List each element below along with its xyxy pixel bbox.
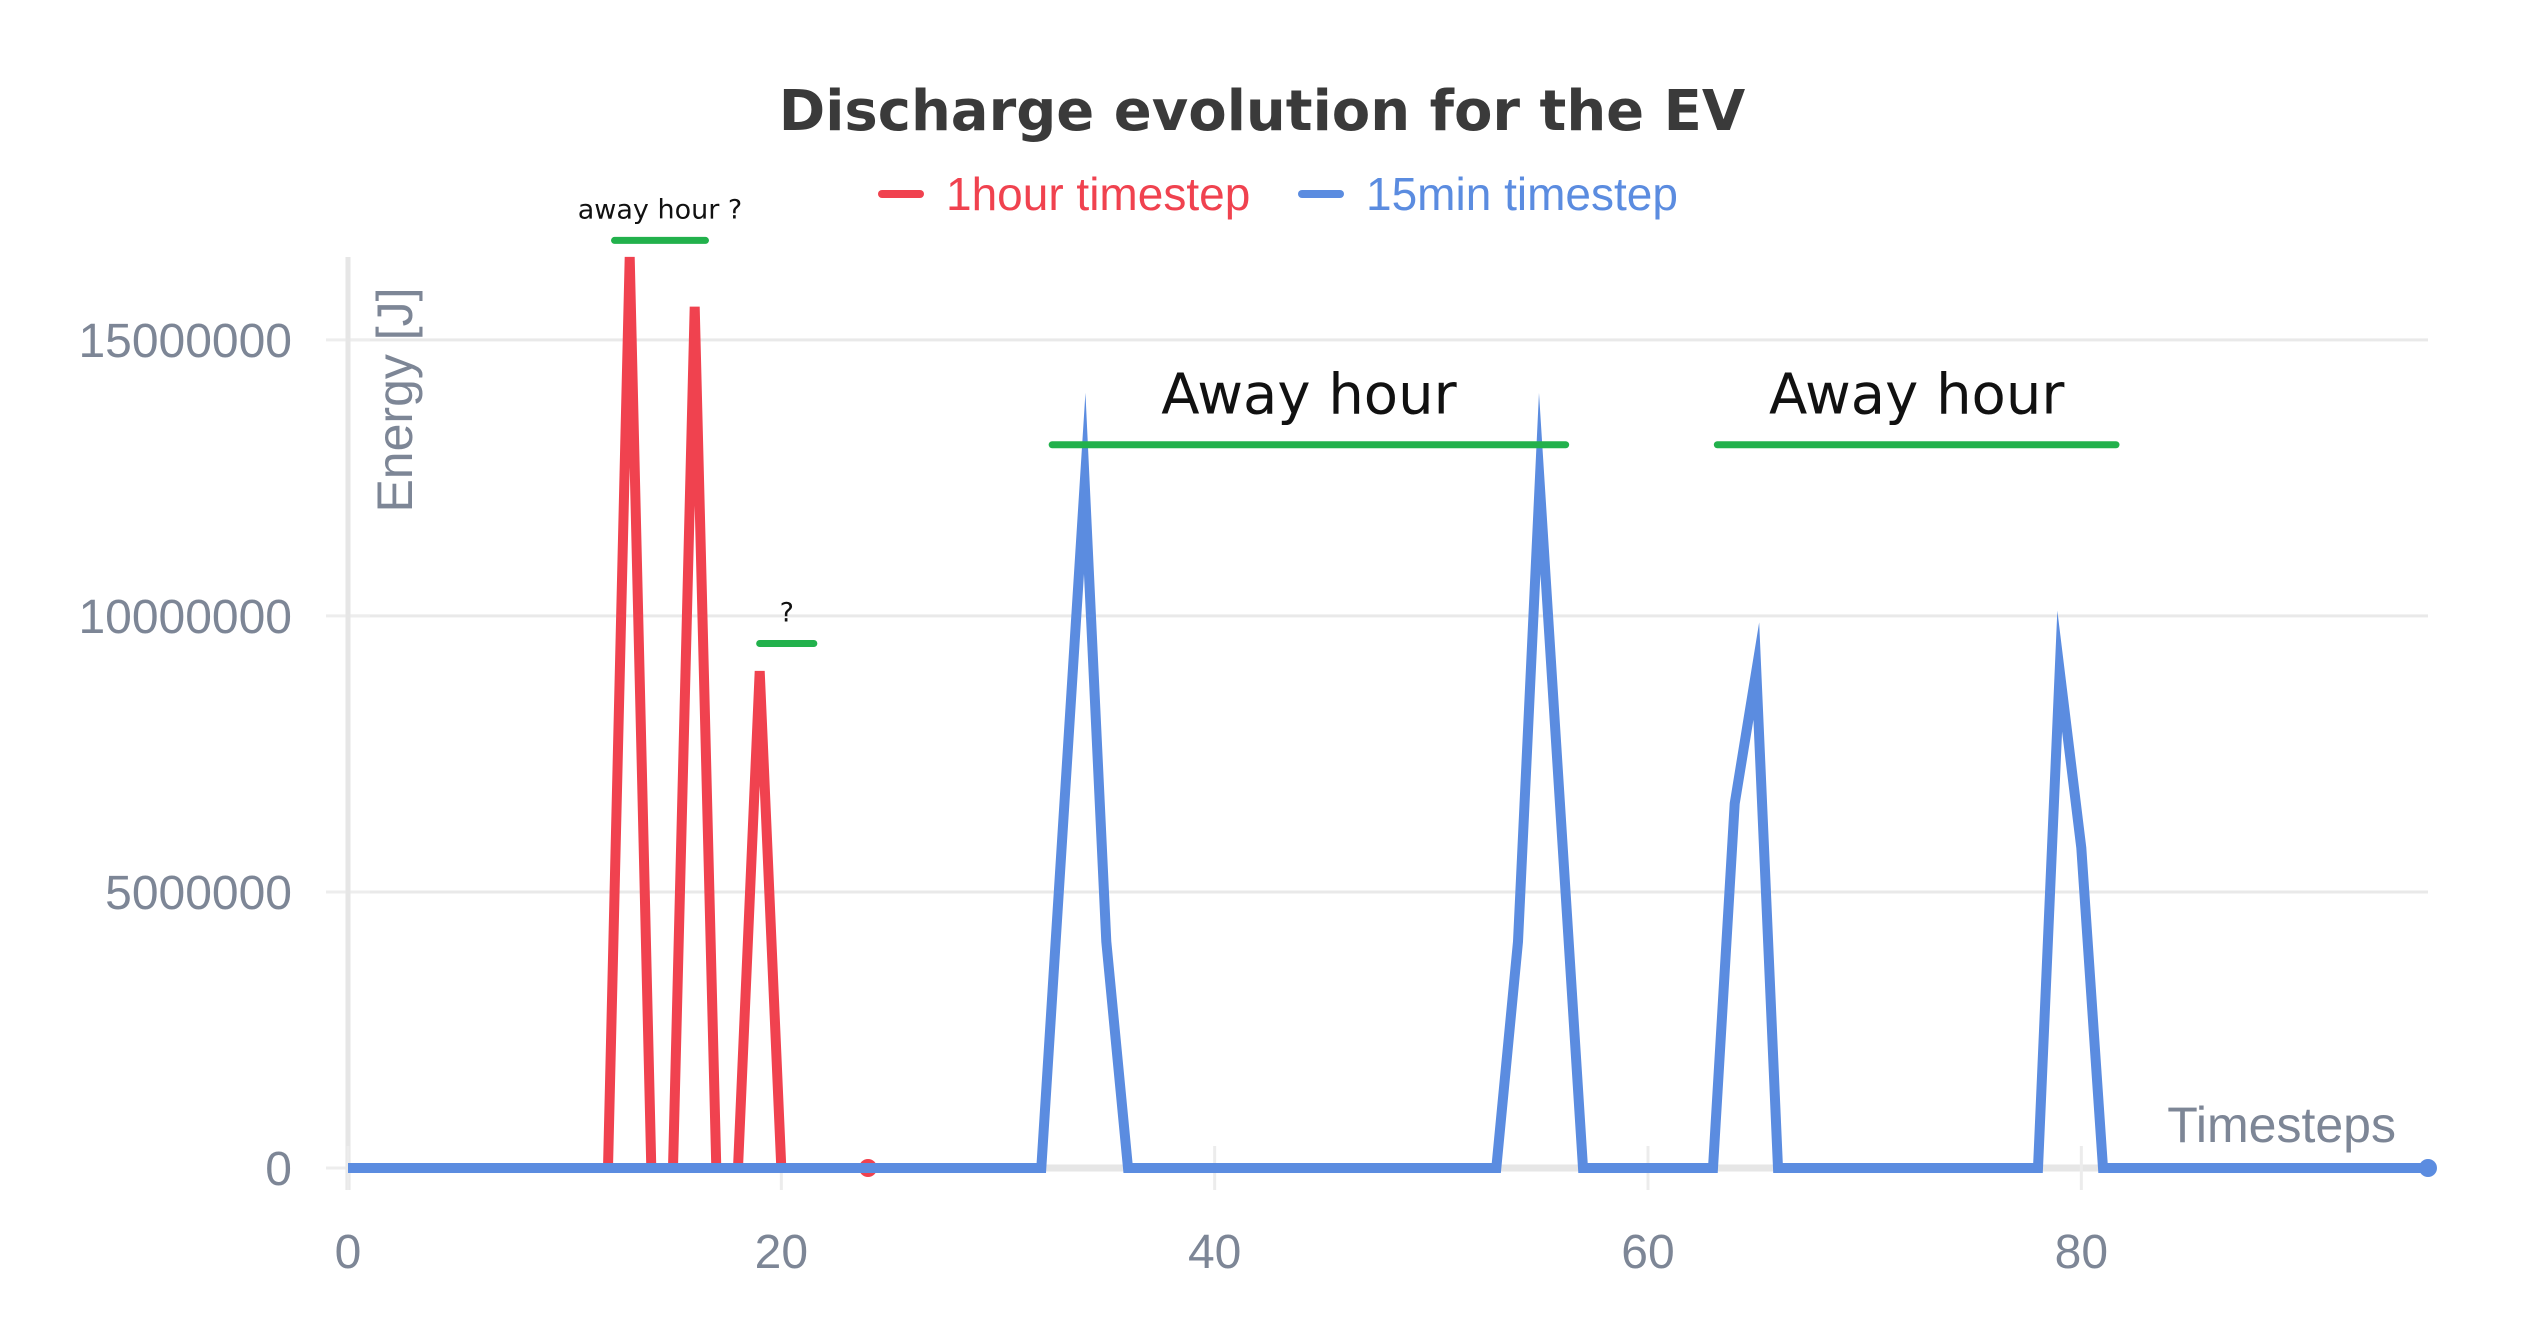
x-tick-label-3: 60 [1621, 1226, 1674, 1279]
annotation-label-0: away hour ? [578, 194, 743, 225]
legend: 1hour timestep 15min timestep [878, 168, 1678, 220]
y-tick-label-2: 10000000 [78, 591, 292, 644]
x-tick-label-4: 80 [2055, 1226, 2108, 1279]
x-tick-label-2: 40 [1188, 1226, 1241, 1279]
axes: 0 20 40 60 80 [335, 257, 2428, 1279]
x-axis-label: Timesteps [2167, 1097, 2396, 1153]
legend-label-0: 1hour timestep [946, 168, 1250, 220]
y-tick-label-3: 15000000 [78, 315, 292, 368]
annotation-label-3: Away hour [1769, 363, 2065, 428]
series-end-marker-1 [2419, 1159, 2437, 1177]
chart-title: Discharge evolution for the EV [779, 79, 1746, 144]
legend-label-1: 15min timestep [1366, 168, 1678, 220]
x-tick-label-1: 20 [755, 1226, 808, 1279]
x-tick-label-0: 0 [335, 1226, 362, 1279]
annotations: away hour ?? Away hour Away hour [578, 194, 2120, 647]
y-tick-label-0: 0 [265, 1143, 292, 1196]
annotation-label-1: ? [780, 597, 794, 628]
series-layer [348, 256, 2437, 1177]
y-axis-label: Energy [J] [367, 287, 423, 512]
series-line-0 [348, 256, 868, 1173]
annotation-label-2: Away hour [1161, 363, 1457, 428]
series-line-1 [348, 392, 2428, 1173]
y-tick-label-1: 5000000 [105, 867, 292, 920]
